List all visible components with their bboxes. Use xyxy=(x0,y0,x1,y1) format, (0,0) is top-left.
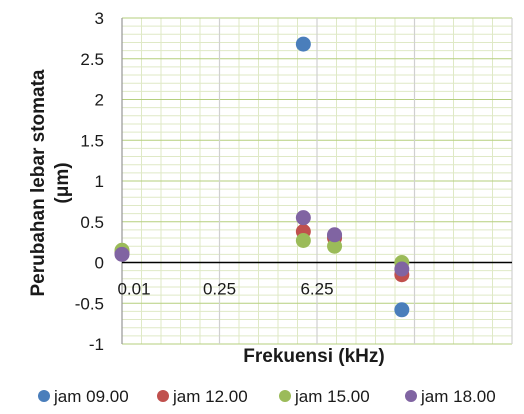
data-point-jam-09-00 xyxy=(295,36,311,52)
y-tick-label: 2 xyxy=(95,91,104,110)
legend-marker xyxy=(279,390,291,402)
x-tick-labels: 0.01 0.25 6.25 xyxy=(117,280,333,299)
legend: jam 09.00 jam 12.00 jam 15.00 jam 18.00 xyxy=(38,387,496,406)
data-point-jam-15-00 xyxy=(295,232,311,248)
legend-label: jam 15.00 xyxy=(294,387,370,406)
x-tick-label: 0.01 xyxy=(117,280,150,299)
axes xyxy=(121,18,512,344)
data-point-jam-18-00 xyxy=(114,246,130,262)
y-axis-title-line2: (μm) xyxy=(52,162,73,203)
legend-label: jam 09.00 xyxy=(53,387,129,406)
y-tick-label: 2.5 xyxy=(80,50,104,69)
x-axis-title: Frekuensi (kHz) xyxy=(243,346,384,367)
x-tick-label: 6.25 xyxy=(300,280,333,299)
data-point-jam-18-00 xyxy=(327,227,343,243)
y-tick-label: 0.5 xyxy=(80,213,104,232)
data-points xyxy=(114,36,410,318)
legend-label: jam 18.00 xyxy=(420,387,496,406)
y-axis-title-line1: Perubahan lebar stomata xyxy=(28,69,49,296)
y-tick-labels: 3 2.5 2 1.5 1 0.5 0 -0.5 -1 xyxy=(75,9,104,354)
y-tick-label: 1.5 xyxy=(80,131,104,150)
y-tick-label: 3 xyxy=(95,9,104,28)
legend-label: jam 12.00 xyxy=(172,387,248,406)
y-tick-label: -0.5 xyxy=(75,294,104,313)
data-point-jam-18-00 xyxy=(295,210,311,226)
legend-marker xyxy=(38,390,50,402)
x-tick-label: 0.25 xyxy=(203,280,236,299)
y-tick-label: 0 xyxy=(95,254,104,273)
y-tick-label: -1 xyxy=(89,335,104,354)
data-point-jam-15-00 xyxy=(327,238,343,254)
legend-marker xyxy=(157,390,169,402)
data-point-jam-18-00 xyxy=(394,261,410,277)
major-gridlines xyxy=(121,17,513,345)
y-tick-label: 1 xyxy=(95,172,104,191)
legend-marker xyxy=(405,390,417,402)
data-point-jam-09-00 xyxy=(394,302,410,318)
